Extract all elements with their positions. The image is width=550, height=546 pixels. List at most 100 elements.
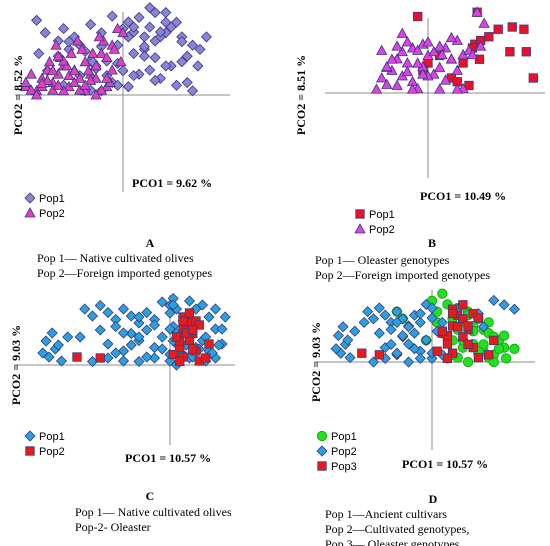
data-point <box>489 335 499 346</box>
data-point <box>477 321 490 333</box>
data-point <box>375 72 388 83</box>
data-point <box>391 79 403 90</box>
data-point <box>403 338 415 350</box>
data-point <box>117 327 130 339</box>
data-point <box>473 352 484 363</box>
data-point <box>122 81 134 93</box>
data-point <box>417 68 429 79</box>
legend-label: Pop2 <box>39 208 65 220</box>
data-point <box>473 313 484 323</box>
data-point <box>43 55 56 67</box>
data-point <box>144 2 156 14</box>
data-point <box>439 74 452 85</box>
data-point <box>133 311 145 323</box>
data-point <box>156 331 168 343</box>
data-point <box>41 74 54 85</box>
x-axis-label: PCO1 = 10.57 % <box>125 451 211 465</box>
data-point <box>414 316 426 328</box>
data-point <box>52 339 64 351</box>
data-point <box>434 40 446 51</box>
data-point <box>203 311 215 323</box>
data-point <box>117 345 130 357</box>
data-point <box>176 36 188 48</box>
data-point <box>171 332 182 342</box>
data-point <box>95 353 105 363</box>
data-point <box>68 76 81 87</box>
data-point <box>184 308 195 318</box>
data-point <box>451 83 463 94</box>
data-point <box>373 327 385 339</box>
data-point <box>213 339 225 351</box>
data-point <box>95 47 108 58</box>
data-point <box>426 312 438 324</box>
data-point <box>413 11 423 22</box>
data-point <box>434 61 446 72</box>
data-point <box>428 68 440 79</box>
data-point <box>111 22 124 33</box>
data-point <box>447 308 458 319</box>
data-point <box>408 343 421 355</box>
legend-marker <box>24 430 36 442</box>
data-point <box>412 57 424 68</box>
data-point <box>401 65 414 77</box>
data-point <box>474 40 487 51</box>
data-point <box>462 356 474 368</box>
data-point <box>375 44 388 55</box>
data-point <box>181 50 193 62</box>
legend-label: Pop2 <box>39 446 65 458</box>
data-point <box>201 353 211 363</box>
data-point <box>133 331 145 343</box>
legend-marker <box>24 192 36 204</box>
series-pop2 <box>72 308 214 367</box>
data-point <box>422 36 434 47</box>
caption-line: Pop 1—Ancient cultivars <box>325 507 447 521</box>
data-point <box>493 24 503 34</box>
data-point <box>138 40 150 53</box>
data-point <box>484 32 494 42</box>
caption-line: Pop-2- Oleaster <box>75 520 151 534</box>
data-point <box>188 344 198 354</box>
data-point <box>79 303 91 315</box>
data-point <box>194 320 204 330</box>
data-point <box>181 76 193 89</box>
data-point <box>428 45 440 57</box>
data-point <box>160 60 172 72</box>
data-point <box>437 288 448 299</box>
data-point <box>508 303 520 315</box>
data-point <box>117 355 130 367</box>
data-point <box>432 346 442 356</box>
panel-letter: B <box>428 236 436 250</box>
data-point <box>408 327 421 339</box>
data-point <box>367 356 380 368</box>
data-point <box>138 31 150 43</box>
data-point <box>453 322 463 332</box>
data-point <box>176 56 188 68</box>
caption-line: Pop 2—Cultivated genotypes, <box>325 522 469 536</box>
data-point <box>186 39 199 51</box>
data-point <box>519 24 529 34</box>
data-point <box>458 300 468 310</box>
data-point <box>458 58 468 68</box>
data-point <box>65 47 77 58</box>
data-point <box>144 21 156 33</box>
data-point <box>466 48 479 60</box>
data-point <box>498 330 510 341</box>
data-point <box>478 339 489 350</box>
data-point <box>498 299 510 311</box>
y-axis-label: PCO2 = 9.03 % <box>309 322 323 402</box>
data-point <box>170 16 183 28</box>
data-point <box>36 77 48 88</box>
legend-label: Pop3 <box>331 461 357 473</box>
data-point <box>74 331 86 343</box>
data-point <box>381 60 393 72</box>
data-point <box>62 331 74 343</box>
legend-marker <box>355 209 365 219</box>
legend-label: Pop2 <box>331 446 357 458</box>
data-point <box>164 307 176 319</box>
data-point <box>74 72 86 83</box>
data-point <box>154 26 167 38</box>
panel-c: PCO1 = 10.57 % PCO2 = 9.03 % Pop1 Pop2 C Pop … <box>9 292 235 534</box>
data-point <box>167 299 179 311</box>
data-point <box>391 306 403 318</box>
data-point <box>156 343 168 355</box>
